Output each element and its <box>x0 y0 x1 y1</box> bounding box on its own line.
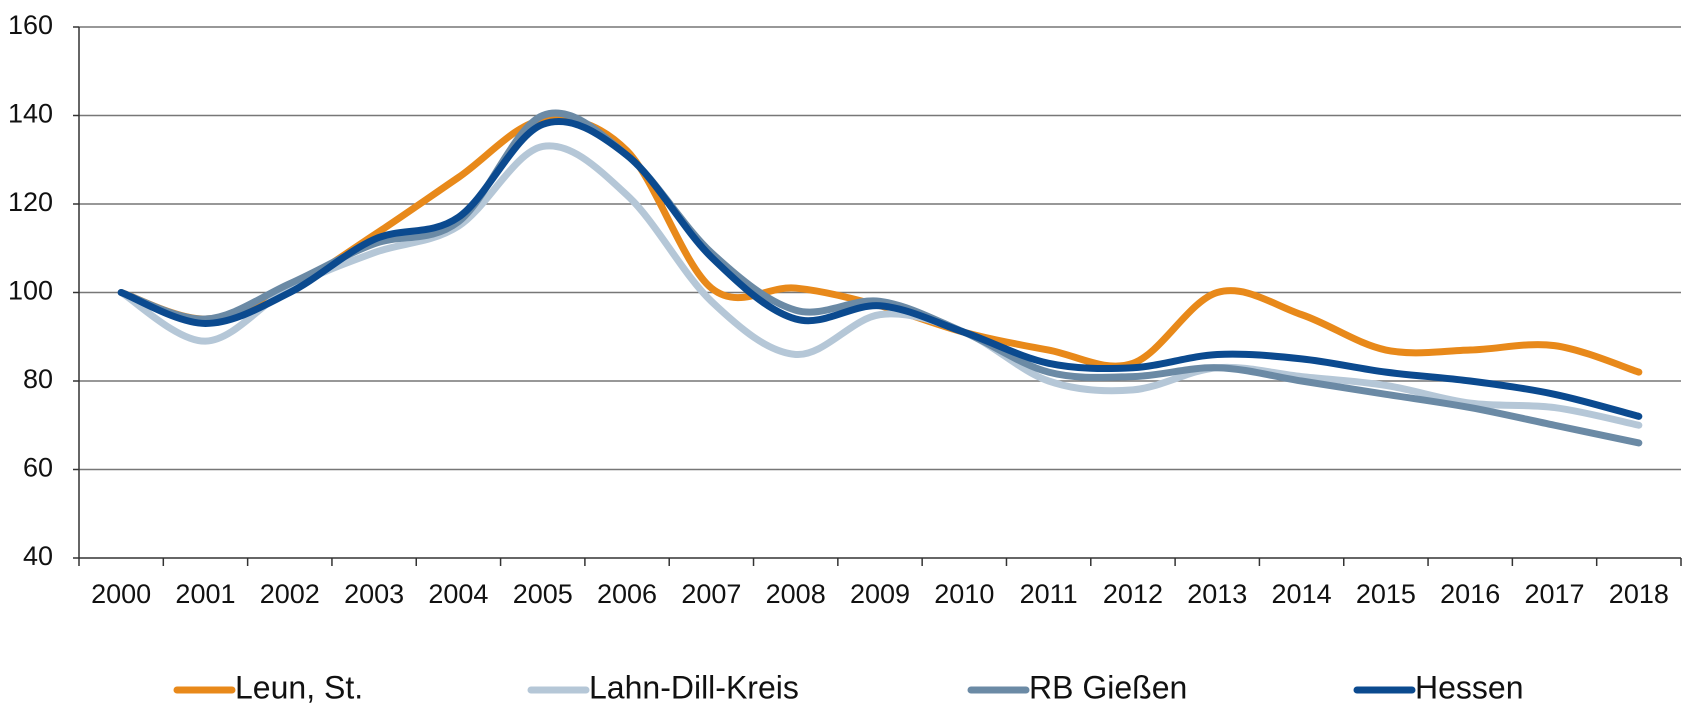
legend-label: Lahn-Dill-Kreis <box>589 669 799 705</box>
x-tick-label: 2002 <box>260 579 320 609</box>
y-tick-label: 140 <box>8 99 53 129</box>
x-tick-label: 2007 <box>681 579 741 609</box>
x-tick-label: 2016 <box>1440 579 1500 609</box>
line <box>117 117 1643 420</box>
y-tick-label: 120 <box>8 187 53 217</box>
x-tick-label: 2008 <box>766 579 826 609</box>
x-tick-label: 2011 <box>1020 579 1078 609</box>
x-tick-label: 2013 <box>1187 579 1247 609</box>
x-tick-label: 2004 <box>428 579 488 609</box>
x-tick-label: 2009 <box>850 579 910 609</box>
legend-label: Leun, St. <box>235 669 363 705</box>
legend-label: RB Gießen <box>1029 669 1187 705</box>
y-tick-label: 60 <box>23 453 53 483</box>
line <box>117 109 1643 447</box>
x-tick-label: 2018 <box>1609 579 1669 609</box>
x-tick-label: 2006 <box>597 579 657 609</box>
x-tick-label: 2014 <box>1272 579 1332 609</box>
legend-label: Hessen <box>1415 669 1524 705</box>
line <box>117 115 1643 376</box>
x-tick-label: 2017 <box>1524 579 1584 609</box>
x-tick-label: 2015 <box>1356 579 1416 609</box>
y-tick-label: 80 <box>23 364 53 394</box>
x-tick-label: 2003 <box>344 579 404 609</box>
y-tick-label: 40 <box>23 541 53 571</box>
x-tick-label: 2010 <box>934 579 994 609</box>
y-tick-label: 100 <box>8 276 53 306</box>
x-tick-label: 2012 <box>1103 579 1163 609</box>
x-tick-label: 2005 <box>513 579 573 609</box>
line <box>117 142 1643 429</box>
x-tick-label: 2001 <box>175 579 235 609</box>
y-tick-label: 160 <box>8 10 53 40</box>
x-tick-label: 2000 <box>91 579 151 609</box>
